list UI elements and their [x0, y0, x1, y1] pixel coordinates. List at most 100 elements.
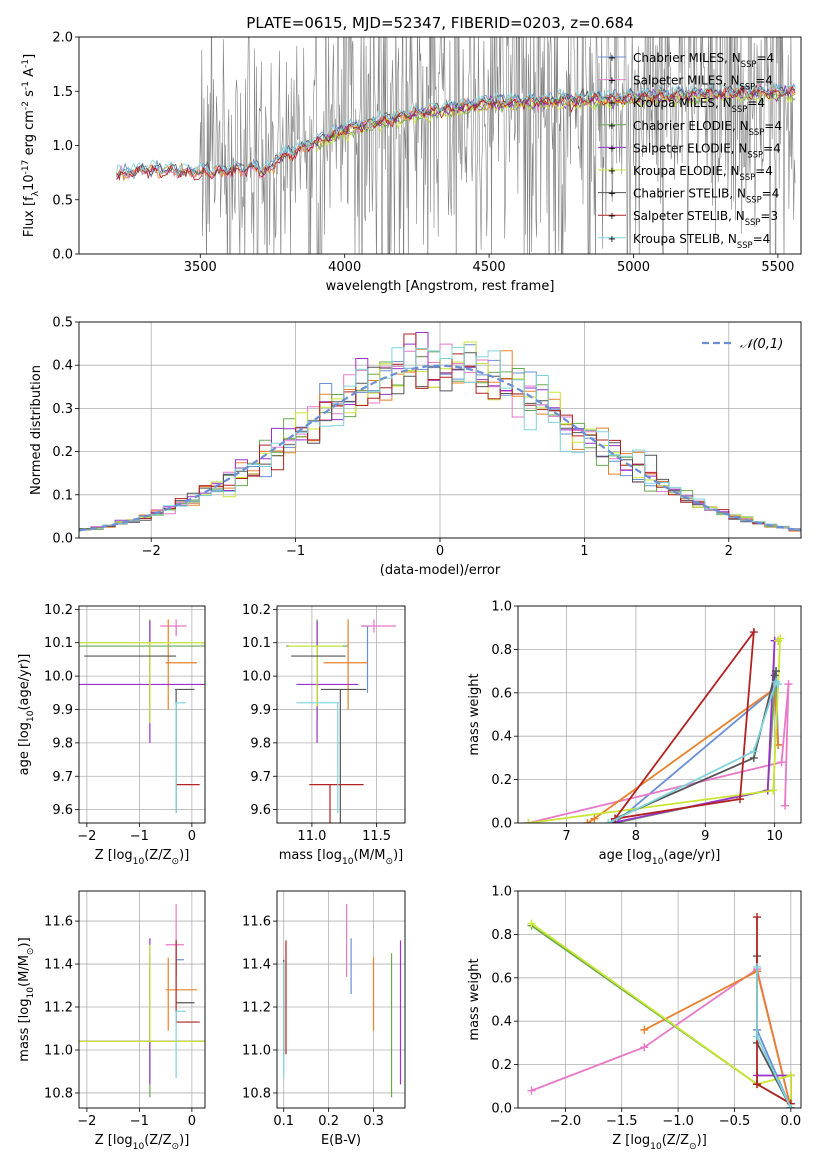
grid [277, 606, 405, 823]
x-tick-label: 7 [562, 829, 570, 844]
y-axis-label: mass weight [467, 673, 482, 755]
y-tick-label: 9.9 [52, 703, 73, 718]
plot-area [79, 903, 205, 1098]
y-tick-label: 11.0 [44, 1043, 73, 1058]
errorbar-point [296, 621, 359, 743]
legend-label: Kroupa MILES, NSSP=4 [633, 96, 765, 114]
x-tick-label: −2.0 [550, 1114, 582, 1129]
weight-marker [774, 680, 783, 689]
errorbar-point [175, 702, 186, 813]
y-tick-label: 0.4 [491, 1015, 512, 1030]
weight-marker [583, 819, 592, 823]
y-tick-label: 0.2 [52, 445, 73, 460]
x-tick-label: 11.5 [362, 829, 391, 844]
x-tick-label: 0.3 [363, 1114, 384, 1129]
y-tick-label: 0.1 [52, 488, 73, 503]
axes-frame [78, 36, 802, 255]
panel-p3: −2 −1 0 9.6 9.7 9.8 9.9 10.0 10.1 10.2 Z [log10(Z/… [17, 603, 206, 867]
x-tick-label: −1.5 [606, 1114, 638, 1129]
x-tick-label: 0 [436, 544, 444, 559]
legend-marker: + [608, 234, 616, 245]
errorbar-point [309, 784, 364, 823]
y-tick-label: 10.2 [44, 603, 73, 618]
legend-label: Kroupa STELIB, NSSP=4 [633, 232, 770, 250]
y-tick-label: 9.7 [52, 770, 73, 785]
weight-marker [769, 786, 778, 795]
x-tick-label: −1 [130, 829, 149, 844]
weight-marker [527, 1086, 536, 1095]
legend-label: Chabrier STELIB, NSSP=4 [633, 187, 779, 205]
errorbar-point [320, 688, 367, 823]
y-tick-label: 11.2 [242, 1001, 271, 1016]
y-tick-label: 10.2 [242, 603, 271, 618]
errorbar-point [79, 642, 205, 723]
errorbar-point [79, 944, 205, 1042]
x-axis-label: mass [log10(M/M⊙)] [279, 848, 403, 867]
x-tick-label: 0 [188, 1114, 196, 1129]
weight-marker [772, 667, 781, 676]
panel-p4: 11.0 11.5 9.6 9.7 9.8 9.9 10.0 10.1 10.2 mass [lo… [242, 603, 406, 867]
grid [277, 891, 405, 1108]
panel-p1: 3500 4000 4500 5000 5500 0.0 0.5 1.0 1.5 2.0 wavel… [21, 14, 802, 294]
errorbar-point [79, 619, 205, 720]
x-tick-label: 10 [766, 829, 783, 844]
weight-marker [786, 1071, 795, 1080]
plot-area [286, 619, 396, 823]
y-tick-label: 0.3 [52, 402, 73, 417]
weight-marker [640, 1043, 649, 1052]
x-axis-label: Z [log10(Z/Z⊙)] [95, 848, 190, 867]
legend-marker: + [608, 143, 616, 154]
chart-title: PLATE=0615, MJD=52347, FIBERID=0203, z=0… [246, 14, 633, 32]
weight-marker [777, 758, 786, 767]
x-axis-label: E(B-V) [321, 1133, 361, 1148]
x-tick-label: 11.0 [297, 829, 326, 844]
y-axis-label: age [log10(age/yr)] [17, 654, 36, 776]
x-tick-label: 5000 [617, 260, 650, 275]
weight-line-3 [530, 924, 792, 1105]
weight-line-4 [611, 639, 779, 823]
weight-line-2 [643, 969, 792, 1108]
axes-frame [78, 605, 206, 824]
x-tick-label: 9 [701, 829, 709, 844]
y-tick-label: 1.0 [52, 139, 73, 154]
weight-line-1 [528, 684, 790, 823]
errorbar-point [361, 625, 371, 693]
grid [79, 606, 205, 823]
legend-marker: + [608, 76, 616, 87]
x-tick-label: 3500 [184, 260, 217, 275]
y-tick-label: 0.0 [52, 248, 73, 263]
x-axis-label: (data-model)/error [380, 563, 501, 578]
errorbar-point [165, 619, 198, 710]
y-tick-label: 0.4 [52, 359, 73, 374]
errorbar-point [175, 938, 184, 971]
panel-p7: 0.1 0.2 0.3 10.8 11.0 11.2 11.4 11.6 E(B-V) [242, 890, 406, 1148]
errorbar-point [79, 955, 205, 1098]
y-tick-label: 2.0 [52, 31, 73, 46]
grid [79, 891, 205, 1108]
x-tick-label: 0.0 [781, 1114, 802, 1129]
y-tick-label: 0.8 [491, 928, 512, 943]
y-tick-label: 10.0 [242, 670, 271, 685]
errorbar-point [361, 619, 396, 633]
y-tick-label: 11.6 [242, 915, 271, 930]
plot-area [79, 332, 801, 538]
y-tick-label: 11.4 [242, 958, 271, 973]
x-tick-label: 8 [632, 829, 640, 844]
errorbar-point [79, 938, 205, 1085]
legend-marker: + [608, 211, 616, 222]
x-tick-label: 4500 [473, 260, 506, 275]
y-tick-label: 0.0 [52, 532, 73, 547]
weight-marker [770, 671, 779, 680]
observed-spectrum [116, 37, 796, 254]
x-tick-label: −1 [286, 544, 305, 559]
y-tick-label: 9.6 [52, 803, 73, 818]
weight-marker [527, 919, 536, 928]
weight-marker [749, 747, 758, 756]
weight-marker [753, 1032, 762, 1041]
errorbar-point [175, 1010, 186, 1078]
weight-marker [753, 962, 762, 971]
weight-marker [590, 814, 599, 823]
errorbar-point [79, 621, 205, 743]
y-tick-label: 11.0 [242, 1043, 271, 1058]
